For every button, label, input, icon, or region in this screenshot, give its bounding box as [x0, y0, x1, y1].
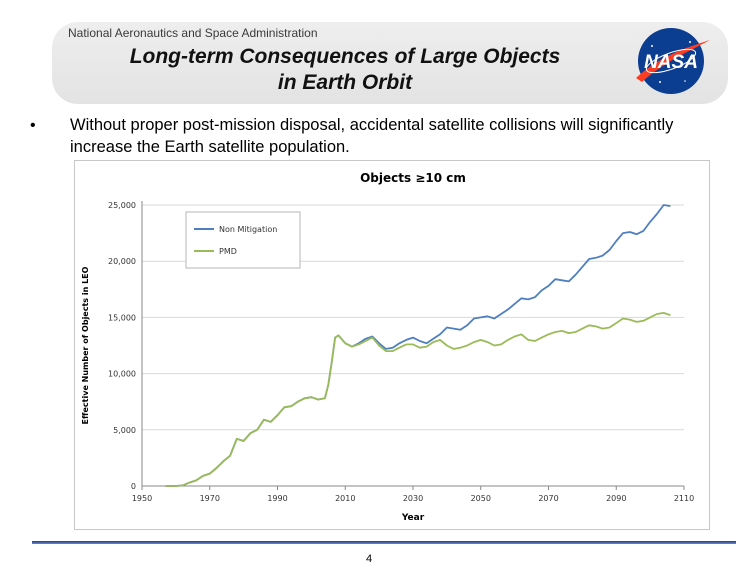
x-tick-label: 1970	[200, 494, 220, 503]
x-tick-label: 2030	[403, 494, 423, 503]
x-tick-label: 1990	[267, 494, 287, 503]
series-line-pmd	[165, 311, 671, 487]
x-tick-label: 2070	[538, 494, 558, 503]
footer-line	[32, 541, 736, 544]
page-number: 4	[366, 553, 373, 565]
x-tick-label: 1950	[132, 494, 152, 503]
chart-title: Objects ≥10 cm	[360, 171, 466, 185]
title-line-1: Long-term Consequences of Large Objects	[129, 45, 561, 68]
chart-frame	[74, 160, 710, 530]
bullet-text: Without proper post-mission disposal, ac…	[70, 116, 674, 156]
y-tick-label: 10,000	[108, 370, 136, 379]
header-band	[52, 22, 728, 104]
y-axis-label: Effective Number of Objects in LEO	[81, 266, 90, 424]
x-tick-label: 2050	[471, 494, 491, 503]
x-tick-label: 2110	[674, 494, 694, 503]
x-axis-label: Year	[401, 513, 425, 523]
title-line-2: in Earth Orbit	[277, 71, 413, 94]
y-tick-label: 25,000	[108, 201, 136, 210]
legend-box	[185, 211, 301, 269]
y-tick-label: 20,000	[108, 257, 136, 266]
nasa-logo: NASA	[636, 28, 710, 94]
y-tick-label: 0	[131, 482, 136, 491]
legend-label: PMD	[219, 247, 237, 256]
org-name: National Aeronautics and Space Administr…	[68, 26, 318, 40]
x-tick-label: 2010	[335, 494, 355, 503]
debris-chart: Objects ≥10 cm 0 5,000 10,000 15,000 20,000 25…	[74, 160, 710, 530]
y-tick-label: 15,000	[108, 313, 136, 322]
legend-label: Non Mitigation	[219, 225, 277, 234]
bullet-marker: •	[30, 117, 36, 134]
y-tick-label: 5,000	[113, 426, 136, 435]
nasa-logo-text: NASA	[644, 52, 698, 73]
slide-title: Long-term Consequences of Large Objects …	[60, 44, 630, 96]
x-tick-label: 2090	[606, 494, 626, 503]
